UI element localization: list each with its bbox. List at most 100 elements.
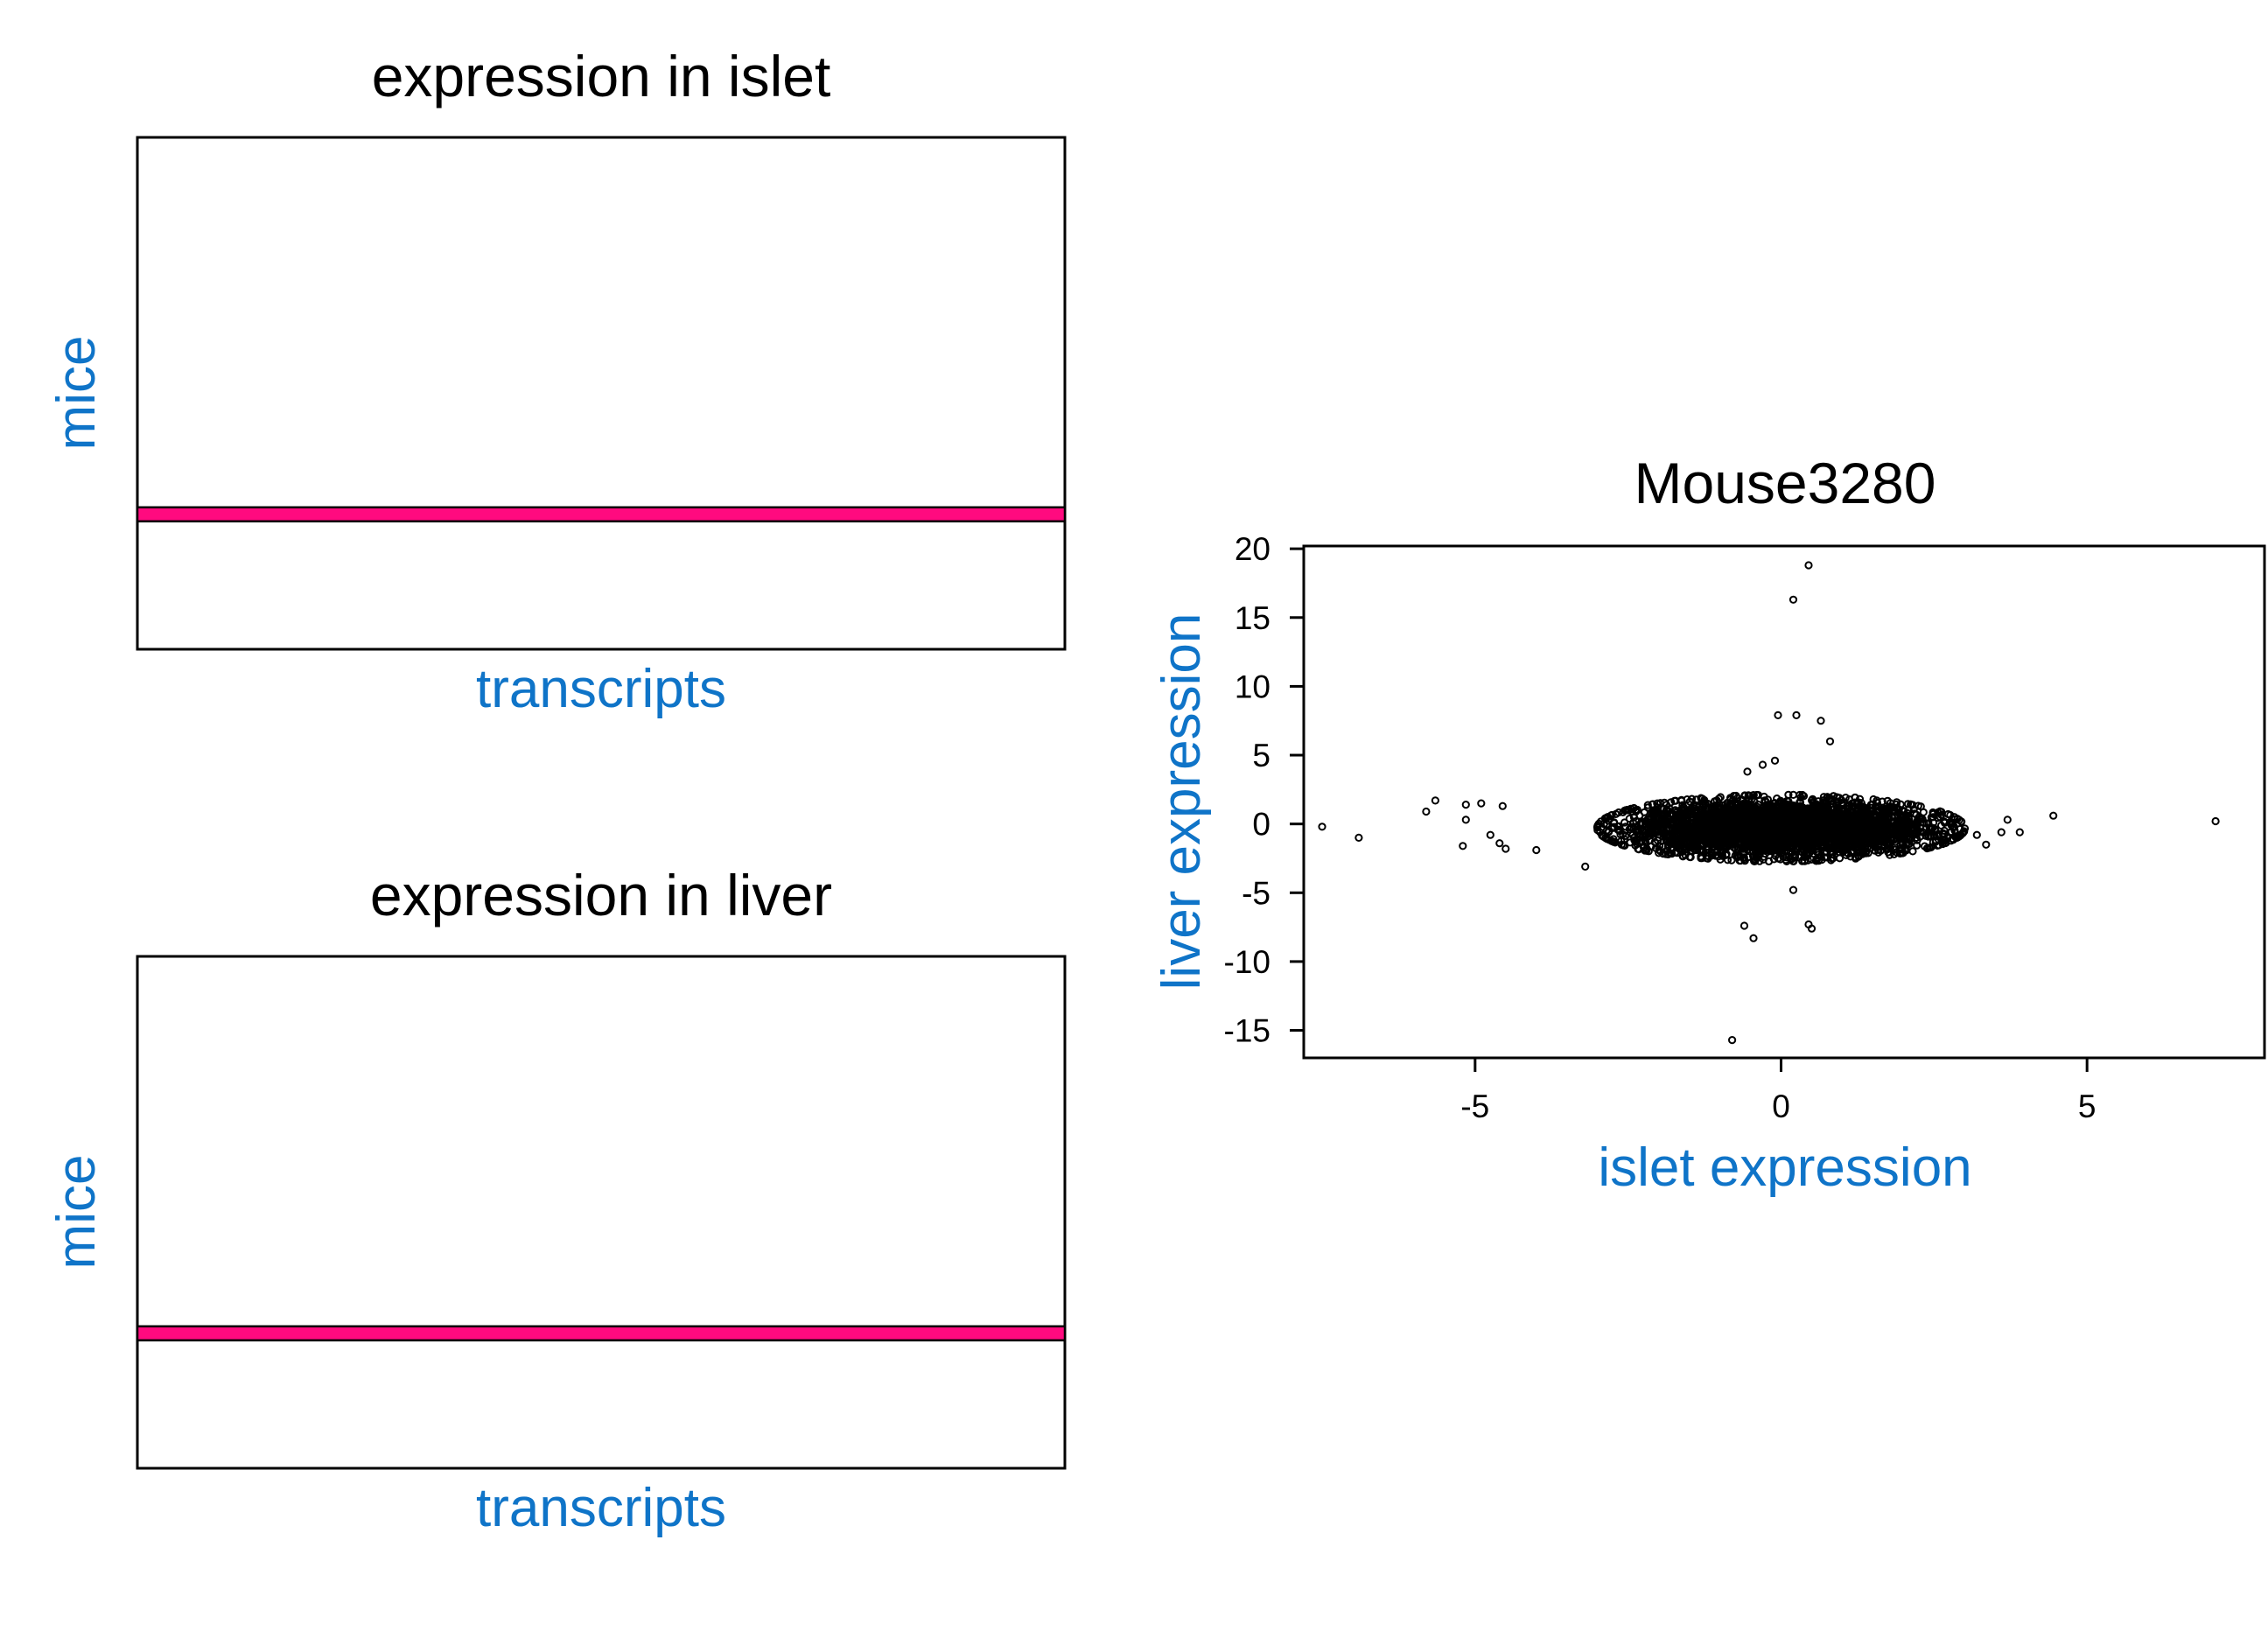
outlier-point [1749, 934, 1758, 942]
outlier-point [1774, 710, 1782, 720]
data-point [1841, 835, 1850, 844]
data-point [1908, 824, 1917, 833]
data-point [1710, 832, 1718, 841]
data-point [1873, 841, 1882, 850]
data-point [1784, 790, 1793, 799]
data-point [1614, 808, 1623, 817]
highlighted-mouse-row [136, 1325, 1067, 1342]
data-point [1830, 832, 1838, 841]
data-point [1877, 833, 1886, 842]
data-point [1735, 821, 1744, 830]
data-point [1737, 841, 1746, 850]
data-point [1643, 803, 1652, 812]
data-point [1757, 813, 1766, 822]
data-point [1928, 809, 1937, 819]
outlier-point [1728, 1036, 1737, 1045]
data-point [1672, 808, 1681, 816]
data-point [1843, 822, 1852, 830]
data-point [1705, 836, 1714, 845]
data-point [1692, 817, 1701, 826]
data-point [1787, 801, 1796, 810]
outlier-point [1461, 816, 1470, 824]
y-tick-label: 0 [1252, 807, 1270, 843]
y-axis-label: mice [46, 336, 107, 451]
data-point [1818, 809, 1827, 818]
data-point [1676, 822, 1684, 830]
outlier-point [1788, 595, 1798, 604]
data-point [1817, 840, 1826, 850]
data-point [1797, 804, 1806, 813]
data-point [1787, 806, 1796, 815]
data-point [1755, 845, 1764, 854]
x-axis-ticks: -5 0 5 [1460, 1056, 2096, 1124]
data-point [1957, 817, 1966, 826]
data-point [1923, 844, 1932, 852]
data-point [1852, 809, 1860, 818]
data-point [1770, 821, 1779, 830]
y-tick-label: -10 [1224, 944, 1270, 980]
data-point [1835, 854, 1844, 863]
data-point [1751, 829, 1760, 837]
panel-title: expression in liver [370, 863, 832, 928]
outlier-point [1498, 802, 1507, 810]
data-point [1804, 834, 1813, 843]
data-point [1698, 854, 1706, 863]
data-point [1684, 838, 1692, 848]
data-point [1946, 810, 1955, 820]
data-point [1619, 808, 1628, 817]
y-tick-label: -5 [1242, 875, 1270, 911]
x-tick-label: 0 [1772, 1088, 1790, 1124]
data-point [1908, 801, 1917, 809]
data-point [1903, 800, 1913, 808]
data-point [1846, 852, 1855, 861]
data-point [1780, 799, 1788, 808]
data-point [1827, 794, 1836, 803]
data-point [1933, 841, 1942, 850]
data-point [1843, 826, 1852, 835]
data-point [1707, 808, 1717, 817]
data-point [1896, 800, 1905, 808]
outlier-point [1982, 840, 1991, 849]
data-point [1960, 827, 1969, 836]
data-point [1638, 820, 1648, 829]
outlier-point [2015, 828, 2024, 836]
data-point [1641, 846, 1649, 855]
data-point [1886, 844, 1895, 852]
data-point [1928, 813, 1937, 822]
data-point [1619, 841, 1628, 850]
data-point [1740, 791, 1749, 801]
data-point [1934, 808, 1942, 817]
data-point [1796, 815, 1805, 823]
outlier-point [1495, 839, 1504, 848]
data-point [1699, 797, 1709, 806]
outlier-point [1804, 561, 1813, 570]
data-point [1869, 841, 1878, 850]
data-point [1739, 844, 1747, 853]
data-point [1732, 808, 1740, 817]
data-point [1814, 853, 1823, 862]
data-point [1829, 829, 1838, 837]
outlier-point [1461, 801, 1470, 809]
data-point [1721, 806, 1731, 815]
data-point [1635, 811, 1644, 820]
data-point [1619, 830, 1628, 839]
heatmap-frame [136, 955, 1067, 1470]
data-point [1654, 815, 1663, 824]
data-point [1770, 799, 1779, 808]
data-point [1760, 834, 1768, 843]
data-point [1905, 839, 1914, 848]
data-point [1839, 805, 1848, 814]
data-point [1614, 825, 1622, 834]
data-point [1913, 820, 1922, 830]
data-point [1770, 816, 1779, 825]
data-point [1851, 793, 1859, 802]
x-axis-label: transcripts [476, 659, 726, 719]
data-point [1859, 836, 1868, 845]
x-axis-label: islet expression [1598, 1138, 1971, 1198]
data-point [1782, 810, 1791, 820]
data-point [1752, 852, 1760, 861]
data-point [1804, 819, 1813, 828]
data-point [1651, 838, 1660, 848]
data-point [1697, 827, 1706, 836]
data-point [1862, 822, 1871, 831]
